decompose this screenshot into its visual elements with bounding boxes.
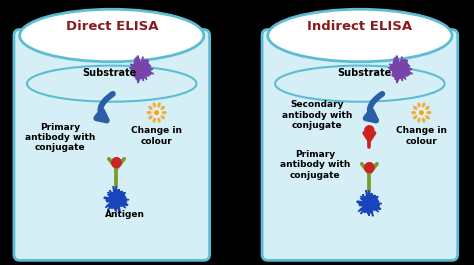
Text: Substrate: Substrate — [337, 68, 392, 78]
Ellipse shape — [162, 111, 167, 114]
Ellipse shape — [161, 115, 165, 119]
Text: Direct ELISA: Direct ELISA — [65, 20, 158, 33]
Polygon shape — [104, 186, 129, 212]
Text: Indirect ELISA: Indirect ELISA — [307, 20, 412, 33]
Ellipse shape — [157, 118, 161, 123]
Ellipse shape — [411, 111, 416, 114]
Ellipse shape — [425, 115, 430, 119]
Ellipse shape — [19, 9, 204, 62]
Circle shape — [365, 126, 374, 135]
Circle shape — [365, 163, 374, 173]
Ellipse shape — [417, 118, 420, 123]
Circle shape — [154, 110, 160, 116]
Ellipse shape — [427, 111, 431, 114]
Polygon shape — [357, 190, 382, 216]
Ellipse shape — [153, 103, 156, 108]
Text: Primary
antibody with
conjugate: Primary antibody with conjugate — [280, 150, 350, 180]
Ellipse shape — [422, 103, 425, 108]
Circle shape — [419, 110, 424, 116]
Circle shape — [419, 111, 423, 115]
Ellipse shape — [268, 9, 452, 62]
Ellipse shape — [413, 106, 417, 110]
FancyBboxPatch shape — [262, 29, 458, 260]
Text: Change in
colour: Change in colour — [131, 126, 182, 146]
Ellipse shape — [413, 115, 417, 119]
FancyArrowPatch shape — [365, 94, 382, 120]
Ellipse shape — [422, 118, 425, 123]
Text: Antigen: Antigen — [105, 210, 145, 219]
Circle shape — [155, 111, 159, 115]
Ellipse shape — [161, 106, 165, 110]
Ellipse shape — [146, 111, 152, 114]
Ellipse shape — [153, 118, 156, 123]
Text: Substrate: Substrate — [82, 68, 137, 78]
FancyArrowPatch shape — [96, 94, 113, 120]
Ellipse shape — [157, 103, 161, 108]
Polygon shape — [389, 56, 413, 83]
Text: Primary
antibody with
conjugate: Primary antibody with conjugate — [25, 123, 95, 152]
Circle shape — [112, 158, 121, 167]
Ellipse shape — [425, 106, 430, 110]
Text: Secondary
antibody with
conjugate: Secondary antibody with conjugate — [282, 100, 353, 130]
Polygon shape — [129, 56, 154, 83]
Ellipse shape — [148, 115, 153, 119]
Ellipse shape — [417, 103, 420, 108]
Ellipse shape — [148, 106, 153, 110]
Text: Change in
colour: Change in colour — [396, 126, 447, 146]
FancyBboxPatch shape — [14, 29, 210, 260]
